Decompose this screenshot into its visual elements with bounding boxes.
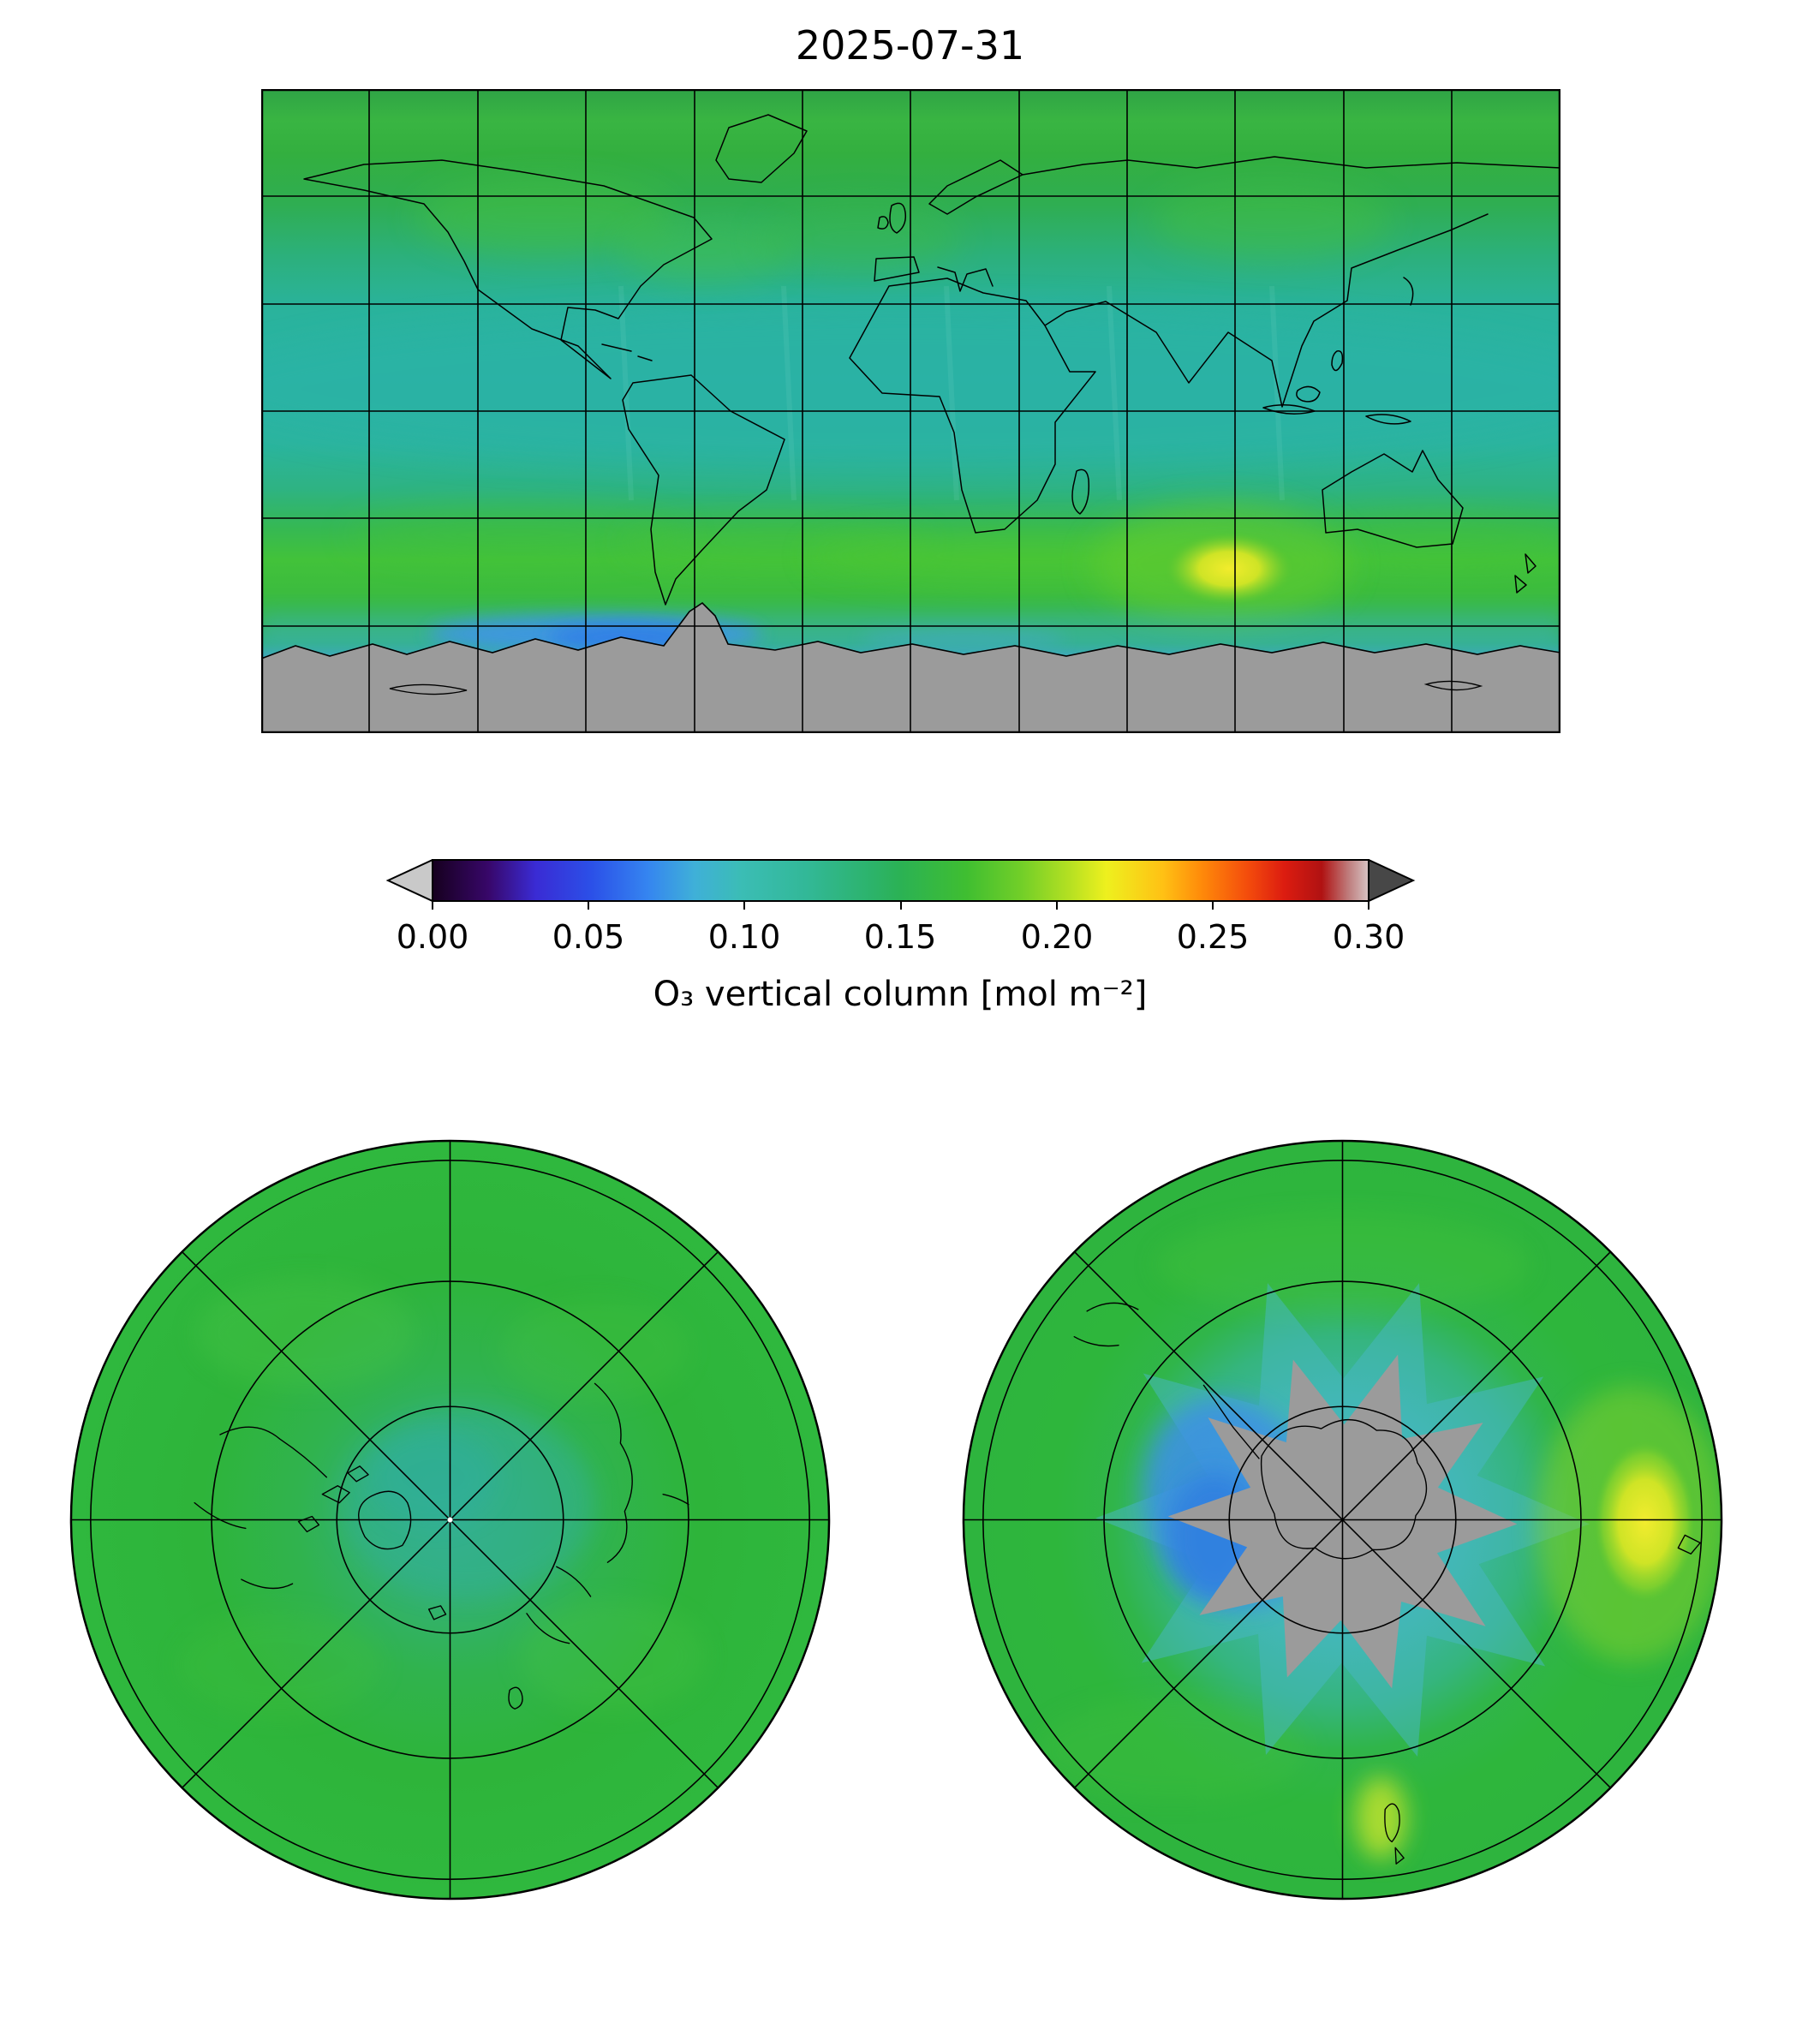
south-polar-gridlines xyxy=(963,1140,1722,1900)
colorbar-tick-6: 0.30 xyxy=(1332,918,1405,956)
figure-title: 2025-07-31 xyxy=(795,22,1025,69)
coast-eurasia-polar xyxy=(526,1382,633,1644)
colorbar xyxy=(381,859,1420,914)
colorbar-tick-1: 0.05 xyxy=(552,918,625,956)
coastlines-south-polar xyxy=(1073,1302,1701,1865)
coast-britain-polar xyxy=(508,1686,523,1710)
coast-mediterranean xyxy=(937,266,994,292)
coast-new-zealand-south xyxy=(1384,1803,1405,1865)
colorbar-tick-4: 0.20 xyxy=(1020,918,1094,956)
coast-asia-south xyxy=(1044,213,1489,408)
coast-britain xyxy=(877,202,907,234)
north-pole-dot xyxy=(447,1517,453,1523)
colorbar-tick-0: 0.00 xyxy=(396,918,469,956)
coast-japan xyxy=(1403,277,1414,306)
map-border xyxy=(261,89,1560,733)
coast-iceland-polar xyxy=(427,1605,447,1620)
north-polar-border xyxy=(69,1139,831,1901)
ozone-max-spot xyxy=(1092,504,1349,624)
coast-arctic-islands xyxy=(297,1465,369,1533)
coast-antarctica xyxy=(1260,1418,1428,1560)
coast-greenland-polar xyxy=(358,1490,412,1550)
north-polar-panel xyxy=(69,1139,831,1901)
colorbar-over-arrow xyxy=(1368,859,1416,903)
ozone-max-spot-south xyxy=(1537,1386,1722,1662)
coast-iberia xyxy=(874,256,920,282)
colorbar-gradient xyxy=(432,859,1369,902)
coast-caribbean xyxy=(601,343,653,361)
colorbar-tickmarks xyxy=(432,901,1369,910)
coast-islet-east xyxy=(1677,1534,1701,1555)
coast-north-america xyxy=(303,159,713,379)
colorbar-tick-5: 0.25 xyxy=(1176,918,1250,956)
coast-australia xyxy=(1322,450,1464,548)
coast-new-zealand xyxy=(1514,553,1537,594)
coast-greenland xyxy=(715,114,808,183)
yellow-green-spot-bottom xyxy=(1355,1776,1407,1859)
colorbar-tick-3: 0.15 xyxy=(863,918,937,956)
map-gridlines xyxy=(261,89,1560,733)
colorbar-tick-2: 0.10 xyxy=(707,918,781,956)
south-polar-panel xyxy=(962,1139,1723,1901)
colorbar-under-arrow xyxy=(385,859,433,903)
coast-bering-polar xyxy=(662,1493,689,1506)
south-polar-border xyxy=(962,1139,1723,1901)
coast-south-america-tip xyxy=(1073,1302,1139,1347)
coast-south-america xyxy=(622,374,785,606)
colorbar-label: O₃ vertical column [mol m⁻²] xyxy=(653,975,1148,1014)
coast-antarctic-peninsula xyxy=(1202,1384,1260,1459)
coast-madagascar xyxy=(1071,468,1090,515)
global-map-panel xyxy=(261,89,1560,733)
